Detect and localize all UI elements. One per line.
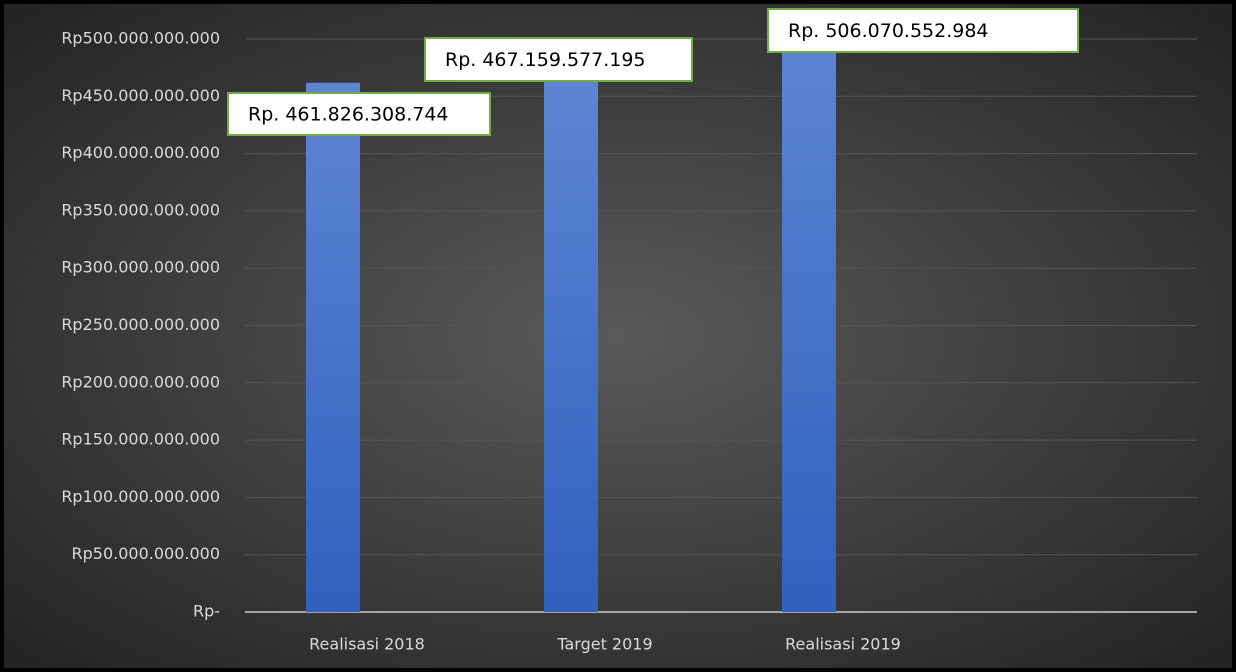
y-tick-label: Rp350.000.000.000 xyxy=(61,200,220,219)
data-label: Rp. 461.826.308.744 xyxy=(248,104,449,126)
y-tick-label: Rp300.000.000.000 xyxy=(61,258,220,277)
data-label-box xyxy=(227,92,491,136)
x-tick-label: Target 2019 xyxy=(556,635,652,654)
bar xyxy=(782,32,836,612)
data-label: Rp. 467.159.577.195 xyxy=(445,49,646,71)
y-tick-label: Rp250.000.000.000 xyxy=(61,315,220,334)
y-tick-label: Rp400.000.000.000 xyxy=(61,143,220,162)
y-tick-label: Rp150.000.000.000 xyxy=(61,430,220,449)
y-tick-label: Rp- xyxy=(193,602,220,621)
y-tick-label: Rp200.000.000.000 xyxy=(61,372,220,391)
bar xyxy=(544,76,598,612)
data-label: Rp. 506.070.552.984 xyxy=(788,20,989,42)
y-tick-label: Rp450.000.000.000 xyxy=(61,86,220,105)
data-label-box xyxy=(767,8,1079,53)
data-label-box xyxy=(424,37,693,82)
x-tick-label: Realisasi 2018 xyxy=(309,635,425,654)
y-tick-label: Rp50.000.000.000 xyxy=(71,544,220,563)
y-tick-label: Rp100.000.000.000 xyxy=(61,487,220,506)
y-tick-label: Rp500.000.000.000 xyxy=(61,29,220,48)
bar xyxy=(306,82,360,612)
chart-background xyxy=(4,4,1232,668)
x-tick-label: Realisasi 2019 xyxy=(785,635,901,654)
